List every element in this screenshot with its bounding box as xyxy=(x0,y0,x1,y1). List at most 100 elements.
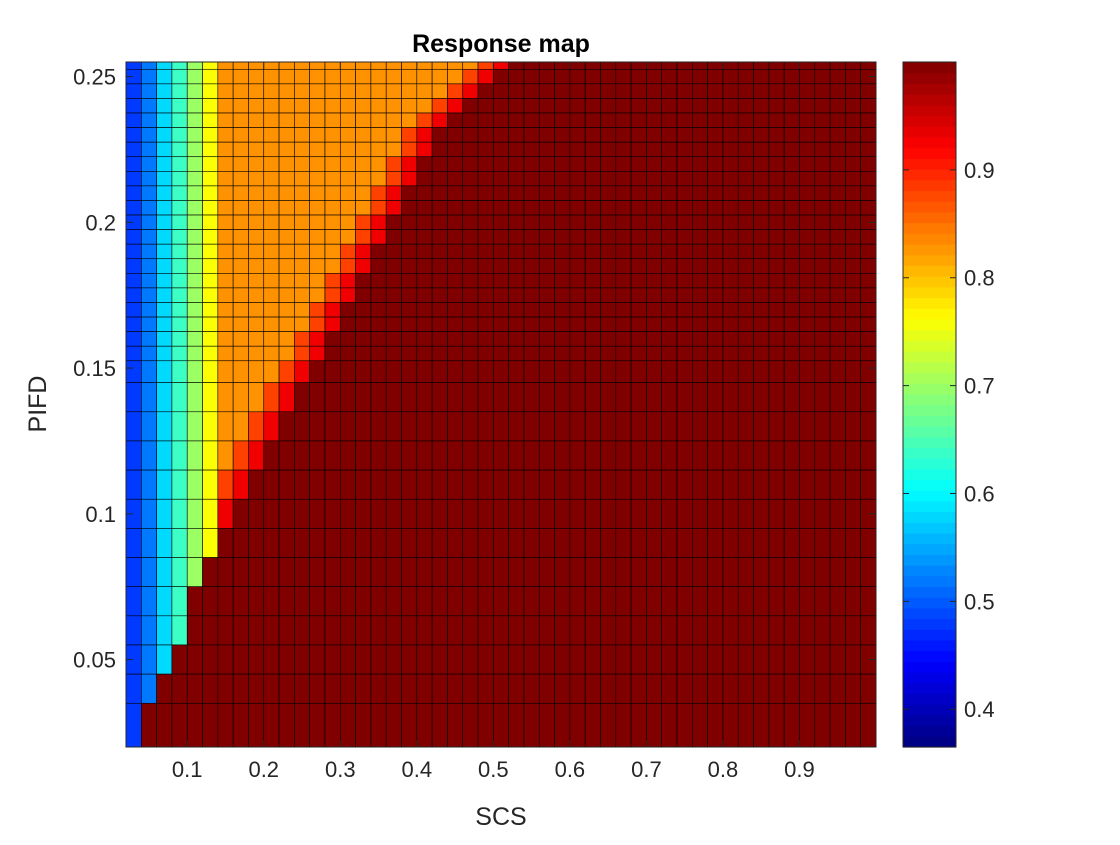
heatmap-cell xyxy=(692,68,708,85)
heatmap-cell xyxy=(309,615,326,646)
heatmap-cell xyxy=(845,214,861,230)
heatmap-cell xyxy=(814,185,831,201)
heatmap-cell xyxy=(217,83,234,99)
colorbar-segment xyxy=(903,468,956,481)
heatmap-cell xyxy=(737,702,754,748)
heatmap-cell xyxy=(783,316,800,332)
heatmap-cell xyxy=(156,243,173,260)
heatmap-cell xyxy=(676,440,693,471)
heatmap-cell xyxy=(385,498,402,529)
heatmap-cell xyxy=(141,200,157,216)
heatmap-cell xyxy=(263,171,280,187)
heatmap-cell xyxy=(799,528,816,558)
heatmap-cell xyxy=(447,185,464,201)
heatmap-cell xyxy=(646,141,663,158)
heatmap-cell xyxy=(523,469,540,500)
heatmap-cell xyxy=(141,498,157,529)
heatmap-cell xyxy=(309,316,326,332)
heatmap-cell xyxy=(248,360,265,383)
heatmap-cell xyxy=(125,243,142,260)
heatmap-cell xyxy=(829,469,846,500)
colorbar-segment xyxy=(903,522,956,534)
heatmap-cell xyxy=(615,61,632,70)
heatmap-cell xyxy=(324,287,341,303)
heatmap-cell xyxy=(615,273,632,289)
heatmap-cell xyxy=(324,200,341,216)
heatmap-cell xyxy=(477,331,494,347)
heatmap-cell xyxy=(860,316,877,332)
heatmap-cell xyxy=(171,98,188,114)
heatmap-cell xyxy=(186,702,203,748)
heatmap-cell xyxy=(294,644,310,675)
heatmap-cell xyxy=(768,615,785,646)
heatmap-cell xyxy=(186,382,203,413)
heatmap-cell xyxy=(324,112,341,128)
x-tick-label: 0.9 xyxy=(784,757,815,782)
heatmap-cell xyxy=(385,360,402,383)
heatmap-cell xyxy=(569,316,586,332)
heatmap-cell xyxy=(600,557,617,587)
colorbar-segment xyxy=(903,115,956,127)
heatmap-cell xyxy=(232,214,249,230)
heatmap-cell xyxy=(707,528,724,558)
heatmap-cell xyxy=(799,498,816,529)
heatmap-cell xyxy=(462,243,479,260)
heatmap-cell xyxy=(232,141,249,158)
heatmap-cell xyxy=(661,200,678,216)
heatmap-cell xyxy=(768,702,785,748)
heatmap-cell xyxy=(768,83,785,99)
heatmap-cell xyxy=(186,156,203,172)
heatmap-cell xyxy=(248,382,265,413)
heatmap-cell xyxy=(339,316,356,332)
heatmap-cell xyxy=(171,345,188,362)
heatmap-cell xyxy=(707,112,724,128)
heatmap-cell xyxy=(217,243,234,260)
heatmap-cell xyxy=(768,360,785,383)
heatmap-cell xyxy=(171,258,188,274)
heatmap-cell xyxy=(661,498,678,529)
heatmap-cell xyxy=(630,673,647,704)
heatmap-cell xyxy=(141,98,157,114)
heatmap-cell xyxy=(324,302,341,318)
heatmap-cell xyxy=(431,112,448,128)
colorbar-segment xyxy=(903,425,956,438)
heatmap-cell xyxy=(248,243,265,260)
heatmap-cell xyxy=(630,302,647,318)
heatmap-cell xyxy=(278,185,295,201)
heatmap-cell xyxy=(584,469,601,500)
heatmap-cell xyxy=(493,171,509,187)
heatmap-cell xyxy=(171,586,188,617)
heatmap-cell xyxy=(171,498,188,529)
heatmap-cell xyxy=(783,156,800,172)
heatmap-cell xyxy=(538,644,555,675)
heatmap-cell xyxy=(232,68,249,85)
heatmap-cell xyxy=(523,702,540,748)
heatmap-cell xyxy=(401,331,418,347)
heatmap-cell xyxy=(462,273,479,289)
heatmap-cell xyxy=(845,229,861,245)
heatmap-cell xyxy=(186,83,203,99)
heatmap-cell xyxy=(370,331,387,347)
heatmap-cell xyxy=(339,411,356,442)
heatmap-cell xyxy=(401,528,418,558)
heatmap-cell xyxy=(722,273,739,289)
heatmap-cell xyxy=(278,68,295,85)
heatmap-cell xyxy=(125,200,142,216)
heatmap-cell xyxy=(339,440,356,471)
heatmap-cell xyxy=(431,411,448,442)
heatmap-cell xyxy=(845,644,861,675)
heatmap-cell xyxy=(538,156,555,172)
heatmap-cell xyxy=(493,528,509,558)
heatmap-cell xyxy=(493,185,509,201)
heatmap-cell xyxy=(799,615,816,646)
heatmap-cell xyxy=(768,127,785,143)
heatmap-cell xyxy=(646,200,663,216)
heatmap-cell xyxy=(737,331,754,347)
x-tick-label: 0.7 xyxy=(631,757,662,782)
heatmap-cell xyxy=(217,156,234,172)
y-axis-label: PIFD xyxy=(24,376,52,433)
heatmap-cell xyxy=(630,141,647,158)
colorbar-segment xyxy=(903,169,956,181)
heatmap-cell xyxy=(554,440,571,471)
heatmap-cell xyxy=(692,127,708,143)
